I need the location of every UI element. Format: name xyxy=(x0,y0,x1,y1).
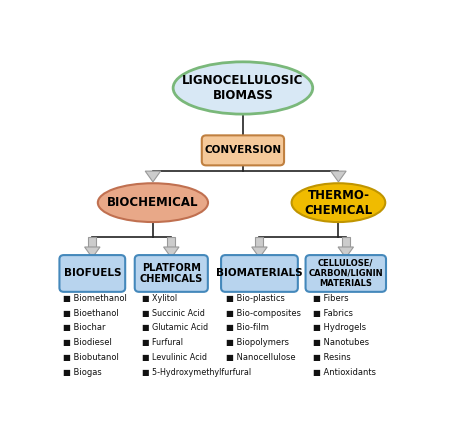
Polygon shape xyxy=(88,237,96,247)
Text: ■ Nanotubes: ■ Nanotubes xyxy=(313,338,369,347)
Text: ■ Fabrics: ■ Fabrics xyxy=(313,308,353,318)
Polygon shape xyxy=(84,247,100,258)
Polygon shape xyxy=(338,247,354,258)
Polygon shape xyxy=(255,237,264,247)
Polygon shape xyxy=(164,247,179,258)
Polygon shape xyxy=(342,237,350,247)
Ellipse shape xyxy=(98,183,208,222)
Ellipse shape xyxy=(292,183,385,222)
Text: ■ Bio-plastics: ■ Bio-plastics xyxy=(227,294,285,303)
Text: ■ 5-Hydroxymethylfurfural: ■ 5-Hydroxymethylfurfural xyxy=(142,368,251,377)
Text: ■ Antioxidants: ■ Antioxidants xyxy=(313,368,376,377)
FancyBboxPatch shape xyxy=(306,255,386,292)
Text: ■ Biogas: ■ Biogas xyxy=(63,368,102,377)
Text: ■ Bio-film: ■ Bio-film xyxy=(227,323,269,332)
Polygon shape xyxy=(167,237,175,247)
Text: ■ Resins: ■ Resins xyxy=(313,353,350,362)
Text: CONVERSION: CONVERSION xyxy=(204,145,282,155)
Text: ■ Biomethanol: ■ Biomethanol xyxy=(63,294,127,303)
FancyBboxPatch shape xyxy=(221,255,298,292)
Polygon shape xyxy=(252,247,267,258)
Text: ■ Hydrogels: ■ Hydrogels xyxy=(313,323,366,332)
Ellipse shape xyxy=(173,62,313,114)
Text: BIOFUELS: BIOFUELS xyxy=(64,268,121,279)
Text: ■ Biochar: ■ Biochar xyxy=(63,323,105,332)
Text: ■ Levulinic Acid: ■ Levulinic Acid xyxy=(142,353,207,362)
Text: CELLULOSE/
CARBON/LIGNIN
MATERIALS: CELLULOSE/ CARBON/LIGNIN MATERIALS xyxy=(309,258,383,288)
Text: ■ Glutamic Acid: ■ Glutamic Acid xyxy=(142,323,208,332)
Text: ■ Fibers: ■ Fibers xyxy=(313,294,348,303)
Text: BIOCHEMICAL: BIOCHEMICAL xyxy=(107,196,199,209)
Text: ■ Biodiesel: ■ Biodiesel xyxy=(63,338,112,347)
Text: ■ Bio-composites: ■ Bio-composites xyxy=(227,308,301,318)
FancyBboxPatch shape xyxy=(135,255,208,292)
Text: ■ Bioethanol: ■ Bioethanol xyxy=(63,308,118,318)
FancyBboxPatch shape xyxy=(202,135,284,166)
Text: ■ Furfural: ■ Furfural xyxy=(142,338,183,347)
Text: ■ Nanocellulose: ■ Nanocellulose xyxy=(227,353,296,362)
Text: ■ Xylitol: ■ Xylitol xyxy=(142,294,177,303)
Polygon shape xyxy=(331,171,346,182)
Text: THERMO-
CHEMICAL: THERMO- CHEMICAL xyxy=(304,189,373,217)
Text: ■ Succinic Acid: ■ Succinic Acid xyxy=(142,308,205,318)
Text: BIOMATERIALS: BIOMATERIALS xyxy=(216,268,303,279)
Text: PLATFORM
CHEMICALS: PLATFORM CHEMICALS xyxy=(140,263,203,284)
Polygon shape xyxy=(145,171,161,182)
Text: LIGNOCELLULOSIC
BIOMASS: LIGNOCELLULOSIC BIOMASS xyxy=(182,74,304,102)
Text: ■ Biopolymers: ■ Biopolymers xyxy=(227,338,290,347)
FancyBboxPatch shape xyxy=(59,255,125,292)
Text: ■ Biobutanol: ■ Biobutanol xyxy=(63,353,119,362)
